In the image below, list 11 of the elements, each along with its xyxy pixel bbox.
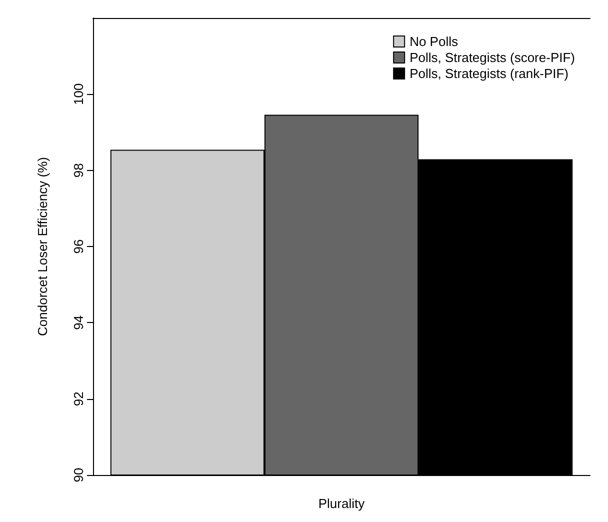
x-tick-label: Plurality (318, 496, 366, 511)
y-axis-title: Condorcet Loser Efficiency (%) (35, 157, 50, 336)
legend-label: Polls, Strategists (score-PIF) (410, 50, 576, 65)
y-tick-label: 100 (71, 83, 86, 106)
y-tick-label: 92 (71, 392, 86, 406)
y-tick-label: 98 (71, 163, 86, 178)
y-tick-label: 94 (71, 315, 86, 330)
legend-label: No Polls (410, 34, 458, 49)
y-tick-label: 96 (71, 239, 86, 254)
y-tick-label: 90 (71, 468, 86, 482)
legend-label: Polls, Strategists (rank-PIF) (410, 66, 569, 81)
